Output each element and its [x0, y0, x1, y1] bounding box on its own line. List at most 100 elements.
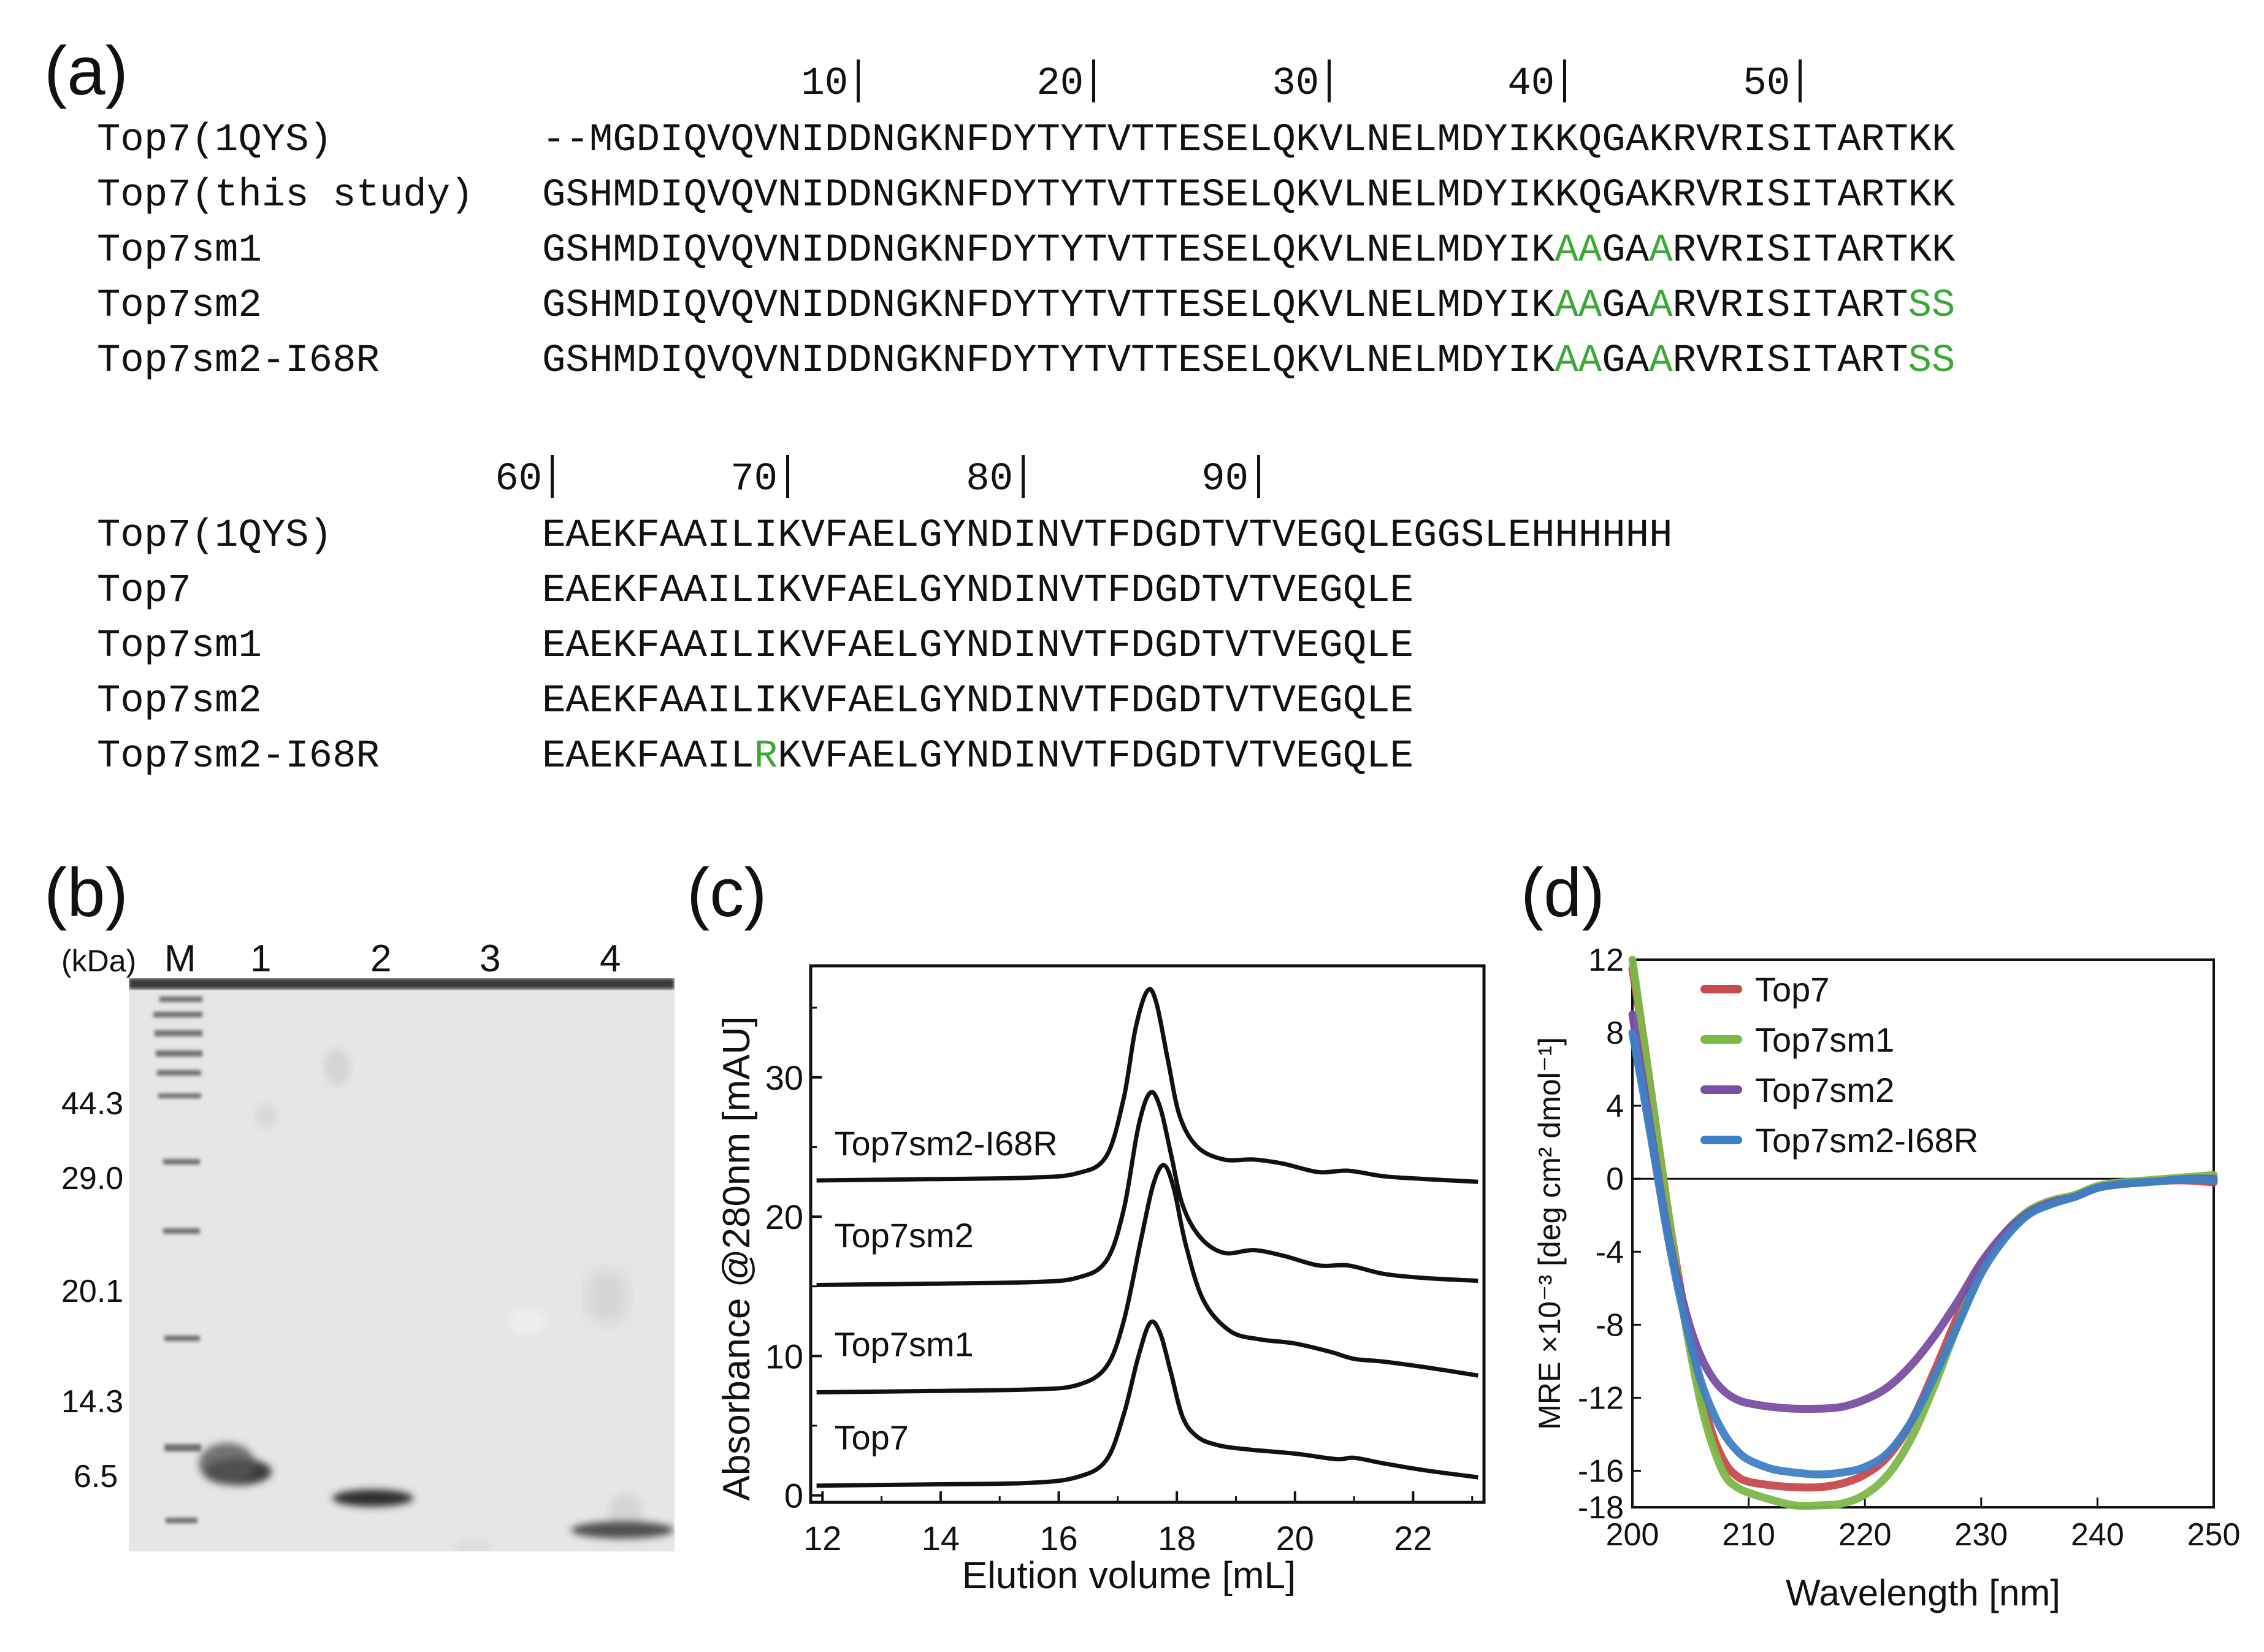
sequence-row: Top7sm1 GSHMDIQVQVNIDDNGKNFDYTYTVTTESELQK… [97, 231, 2243, 280]
y-tick-label: 0 [784, 1477, 803, 1515]
sequence-segment: EAEKFAAILIKVFAELGYNDINVTFDGDTVTVEGQLEGGS… [542, 514, 1673, 558]
lane-label-2: 2 [370, 938, 392, 980]
mutation-highlight: SS [1908, 339, 1956, 383]
mw-marker-14-3: 14.3 [61, 1384, 124, 1420]
mutation-highlight: R [754, 735, 778, 779]
panel-b-label: (b) [44, 854, 128, 931]
panel-a: (a) 10 20 30 40 50 Top7(1QYS) --MGDIQVQVNIDDNG… [0, 0, 2264, 822]
sequence-row: Top7(this study) GSHMDIQVQVNIDDNGKNFDYTYT… [97, 176, 2243, 225]
sequence-segment: EAEKFAAILIKVFAELGYNDINVTFDGDTVTVEGQLE [542, 679, 1414, 724]
sequence-text: EAEKFAAILRKVFAELGYNDINVTFDGDTVTVEGQLE [542, 737, 1413, 776]
lane-label-3: 3 [480, 938, 501, 980]
sequence-text: GSHMDIQVQVNIDDNGKNFDYTYTVTTESELQKVLNELMD… [542, 231, 1955, 270]
panel-a-label: (a) [44, 33, 128, 109]
series-label: Top7sm2-I68R [835, 1124, 1058, 1163]
sequence-segment: GSHMDIQVQVNIDDNGKNFDYTYTVTTESELQKVLNELMD… [542, 229, 1555, 273]
y-axis-label: Absorbance @280nm [mAU] [716, 1016, 758, 1501]
sample-bands [199, 1443, 674, 1539]
series-label: Top7sm1 [835, 1325, 974, 1363]
sequence-segment: GSHMDIQVQVNIDDNGKNFDYTYTVTTESELQKVLNELMD… [542, 284, 1555, 328]
mw-marker-29-0: 29.0 [61, 1161, 124, 1196]
elution-chart: 12 14 16 18 20 22 0 10 20 30 Elution volume [mL] Ab… [716, 964, 1486, 1597]
legend-label: Top7sm2-I68R [1755, 1121, 1978, 1160]
sequence-text: GSHMDIQVQVNIDDNGKNFDYTYTVTTESELQKVLNELMD… [542, 342, 1955, 381]
mutation-highlight: A [1649, 284, 1673, 328]
ruler-number: 10 [801, 62, 849, 106]
mw-marker-20-1: 20.1 [61, 1274, 124, 1309]
y-tick-label: 10 [765, 1337, 803, 1375]
x-tick-label: 240 [2071, 1517, 2124, 1553]
panel-d-label: (d) [1521, 854, 1605, 931]
sequence-name: Top7sm2 [97, 284, 262, 328]
ruler-number: 60 [495, 457, 542, 502]
sequence-segment: RVRISITART [1672, 284, 1908, 328]
series-line-top7sm1 [816, 1163, 1478, 1394]
mutation-highlight: AA [1555, 339, 1602, 383]
sequence-segment: GA [1602, 339, 1650, 383]
sequence-text: EAEKFAAILIKVFAELGYNDINVTFDGDTVTVEGQLE [542, 572, 1413, 611]
sequence-segment: GA [1602, 229, 1650, 273]
sequence-row: Top7sm2 GSHMDIQVQVNIDDNGKNFDYTYTVTTESELQK… [97, 286, 2243, 335]
sequence-alignment-block-2: 60 70 80 90 Top7(1QYS) EAEKFAAILIKVFAELGYNDIN… [97, 455, 2243, 803]
y-tick-label: 12 [1588, 943, 1624, 978]
series-line-top7sm2 [816, 1090, 1478, 1287]
ruler-number: 90 [1201, 457, 1249, 502]
unit-label: (kDa) [61, 944, 137, 978]
sequence-name: Top7sm2-I68R [97, 339, 380, 383]
legend-label: Top7 [1755, 970, 1829, 1009]
sequence-name: Top7sm2 [97, 679, 262, 724]
sequence-name: Top7(1QYS) [97, 514, 333, 558]
ruler-number: 40 [1507, 62, 1555, 106]
mutation-highlight: A [1649, 229, 1673, 273]
ruler-tick [551, 455, 554, 498]
sequence-text: EAEKFAAILIKVFAELGYNDINVTFDGDTVTVEGQLE [542, 682, 1413, 721]
sequence-row: Top7 EAEKFAAILIKVFAELGYNDINVTFDGDTVTVEGQL… [97, 572, 2243, 621]
ruler-number: 30 [1272, 62, 1320, 106]
x-tick-label: 250 [2187, 1517, 2241, 1553]
x-tick-label: 16 [1039, 1519, 1077, 1558]
y-tick-label: 20 [765, 1198, 803, 1236]
y-tick-label: -12 [1578, 1380, 1624, 1416]
x-axis-label: Wavelength [nm] [1786, 1572, 2060, 1613]
sequence-text: EAEKFAAILIKVFAELGYNDINVTFDGDTVTVEGQLEGGS… [542, 516, 1673, 556]
x-tick-label: 18 [1158, 1519, 1196, 1558]
sequence-segment: RVRISITART [1672, 339, 1908, 383]
plot-frame [1631, 958, 2215, 1509]
sequence-name: Top7 [97, 569, 191, 613]
ruler-number: 80 [966, 457, 1013, 502]
y-tick-label: -16 [1578, 1453, 1624, 1489]
sequence-segment: GSHMDIQVQVNIDDNGKNFDYTYTVTTESELQKVLNELMD… [542, 339, 1555, 383]
sequence-segment: GSHMDIQVQVNIDDNGKNFDYTYTVTTESELQKVLNELMD… [542, 174, 1956, 218]
mutation-highlight: AA [1555, 284, 1602, 328]
mw-marker-44-3: 44.3 [61, 1086, 124, 1122]
sequence-name: Top7sm1 [97, 624, 262, 668]
sequence-segment: KVFAELGYNDINVTFDGDTVTVEGQLE [778, 735, 1414, 779]
y-axis-label: MRE ×10⁻³ [deg cm² dmol⁻¹] [1532, 1037, 1567, 1429]
mw-marker-6-5: 6.5 [74, 1459, 118, 1494]
plot-frame [809, 964, 1486, 1504]
x-tick-label: 22 [1394, 1519, 1432, 1558]
cd-spectrum-chart: 200 210 220 230 240 250 12 8 4 0 -4 -8 -12 -16-18 Wave… [1532, 943, 2241, 1613]
marker-lane [153, 996, 202, 1523]
mutation-highlight: AA [1555, 229, 1602, 273]
x-tick-label: 210 [1722, 1517, 1775, 1553]
y-tick-label: 30 [765, 1058, 803, 1097]
x-tick-label: 220 [1838, 1517, 1892, 1553]
series-label: Top7 [835, 1418, 909, 1457]
ruler-tick [857, 59, 860, 102]
ruler-number: 50 [1743, 62, 1791, 106]
ruler-tick [786, 455, 789, 498]
x-tick-label: 20 [1276, 1519, 1314, 1558]
panel-c: (c) 12 14 16 18 20 22 0 10 20 30 Elution volume [m… [675, 834, 1521, 1631]
ruler-tick [1257, 455, 1260, 498]
sequence-name: Top7sm1 [97, 229, 262, 273]
legend-label: Top7sm1 [1755, 1020, 1894, 1059]
series-line-top7sm2-i68r [816, 987, 1478, 1184]
lane-label-1: 1 [250, 938, 272, 980]
y-tick-label: -8 [1596, 1307, 1624, 1343]
series-line-top7 [816, 1319, 1478, 1488]
series-line-top7sm2 [1628, 1010, 2218, 1413]
series-line-top7sm2-i68r [1628, 1028, 2218, 1478]
sequence-name: Top7(1QYS) [97, 118, 333, 163]
y-tick-label: 4 [1606, 1088, 1624, 1124]
